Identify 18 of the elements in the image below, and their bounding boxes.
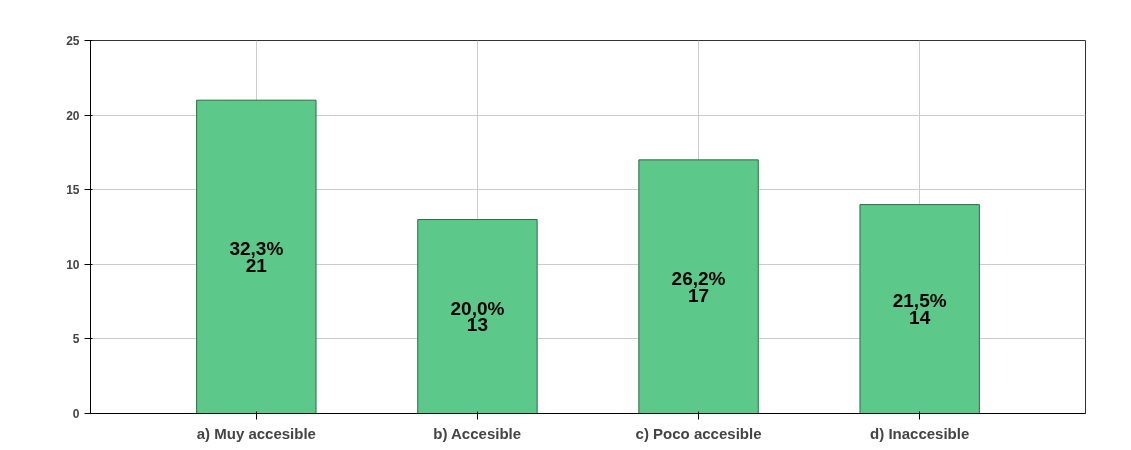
x-tick-label: d) Inaccesible <box>870 424 970 442</box>
bar <box>196 99 317 414</box>
bar <box>417 219 538 414</box>
x-tick-label: b) Accesible <box>433 424 522 442</box>
data-label: 20,0% 13 <box>450 297 505 336</box>
y-tick-label: 5 <box>72 332 80 347</box>
x-tick-label: c) Poco accesible <box>635 424 762 442</box>
y-tick-label: 20 <box>66 108 80 123</box>
y-tick-label: 0 <box>72 407 80 421</box>
x-tick-label: a) Muy accesible <box>196 424 316 442</box>
y-tick-label: 15 <box>66 183 80 198</box>
bar <box>859 204 980 414</box>
data-label: 32,3% 21 <box>229 237 284 276</box>
bar <box>638 159 759 414</box>
data-label: 26,2% 17 <box>671 267 726 306</box>
y-tick-label: 10 <box>66 257 80 272</box>
data-label: 21,5% 14 <box>892 290 947 328</box>
y-tick-label: 25 <box>66 34 80 48</box>
